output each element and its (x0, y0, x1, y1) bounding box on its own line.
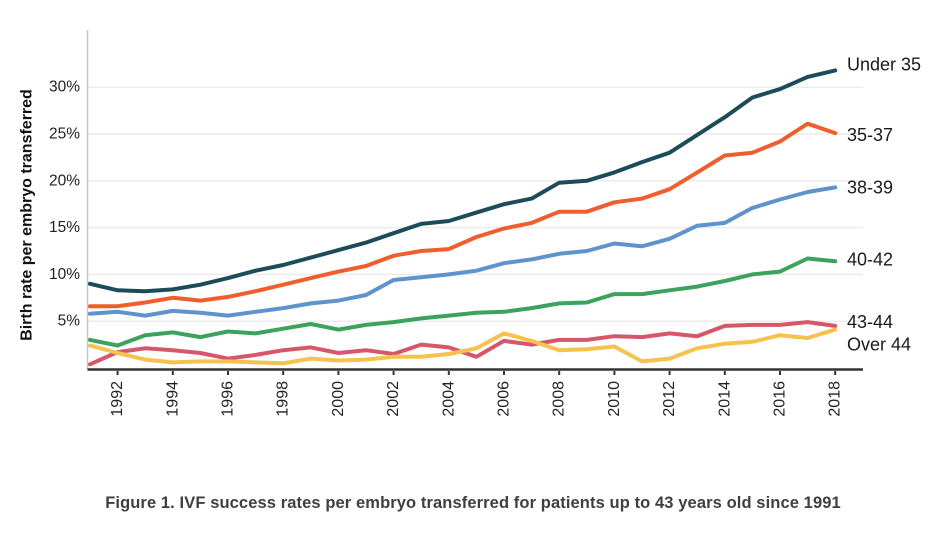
figure-caption: Figure 1. IVF success rates per embryo t… (105, 494, 841, 512)
x-tick-label-1998: 1998 (275, 381, 292, 417)
x-tick-label-1996: 1996 (220, 381, 237, 417)
x-tick-label-2014: 2014 (716, 381, 733, 417)
series-line-over-44 (88, 327, 838, 366)
series-line-35-37 (88, 121, 838, 309)
series-line-under-35 (88, 68, 838, 294)
y-tick-label-30pct: 30% (49, 79, 80, 96)
x-tick-label-2010: 2010 (606, 381, 623, 417)
series-end-label-over-44: Over 44 (847, 335, 911, 355)
series-end-label-43-44: 43-44 (847, 312, 893, 332)
y-tick-label-20pct: 20% (49, 172, 80, 189)
y-tick-label-5pct: 5% (58, 313, 81, 330)
y-tick-label-15pct: 15% (49, 219, 80, 236)
series-end-label-under-35: Under 35 (847, 54, 921, 74)
x-tick-label-1992: 1992 (109, 381, 126, 417)
series-line-38-39 (88, 185, 838, 318)
x-tick-label-2008: 2008 (551, 381, 568, 417)
x-tick-label-2006: 2006 (496, 381, 513, 417)
x-tick-label-2012: 2012 (661, 381, 678, 417)
y-tick-label-25pct: 25% (49, 126, 80, 143)
series-end-label-35-37: 35-37 (847, 125, 893, 145)
x-tick-label-2002: 2002 (385, 381, 402, 417)
x-tick-label-2018: 2018 (827, 381, 844, 417)
series-end-label-38-39: 38-39 (847, 177, 893, 197)
x-tick-label-2004: 2004 (440, 381, 457, 417)
series-line-40-42 (88, 256, 838, 348)
x-tick-label-2016: 2016 (772, 381, 789, 417)
y-axis-title: Birth rate per embryo transferred (19, 89, 36, 341)
series-end-label-40-42: 40-42 (847, 249, 893, 269)
x-tick-label-1994: 1994 (164, 381, 181, 417)
y-tick-label-10pct: 10% (49, 266, 80, 283)
x-tick-label-2000: 2000 (330, 381, 347, 417)
ivf-line-chart: 5% 10% 15% 20% 25% 30% 1992 1994 1996 1998 2000 200… (19, 30, 921, 417)
